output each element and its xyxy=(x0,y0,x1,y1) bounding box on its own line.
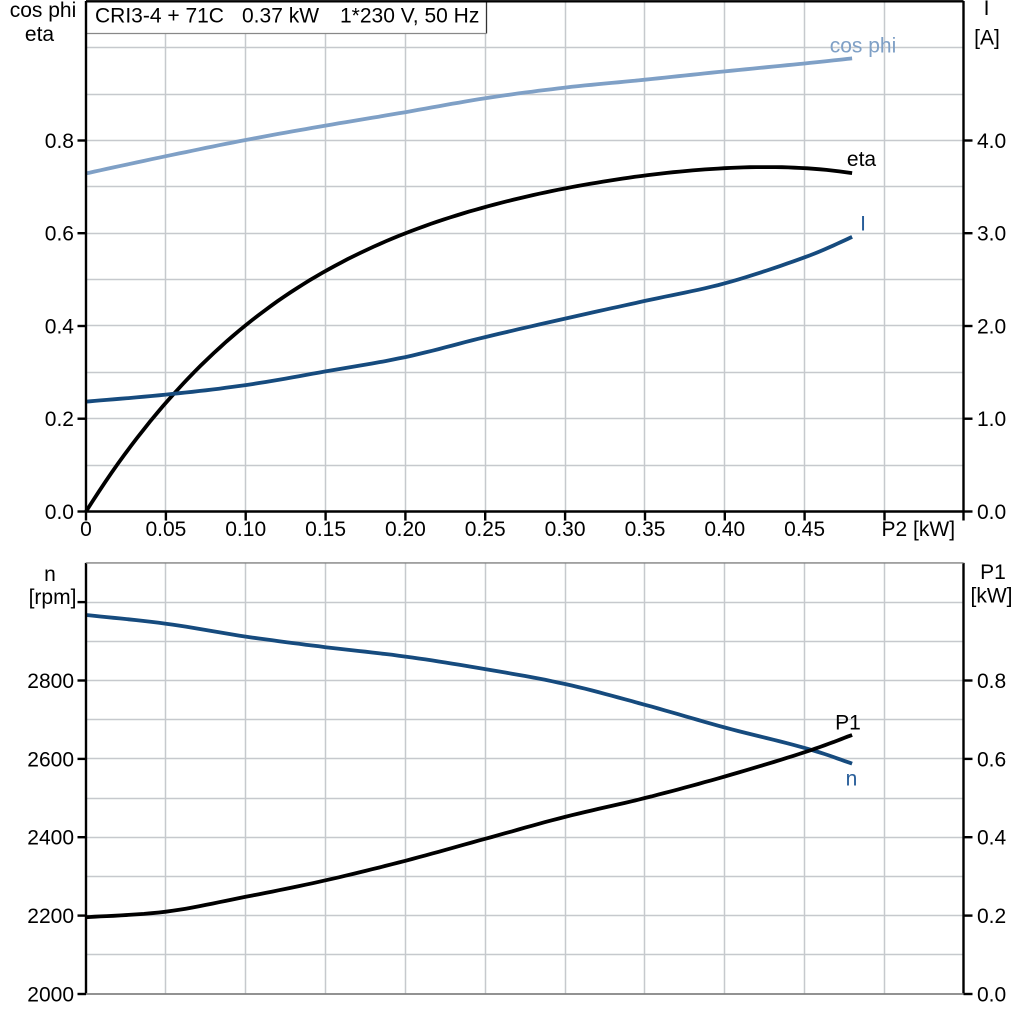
svg-text:0.10: 0.10 xyxy=(225,518,266,541)
svg-text:0.15: 0.15 xyxy=(305,518,346,541)
svg-text:2400: 2400 xyxy=(27,827,74,850)
svg-text:P1: P1 xyxy=(835,712,861,735)
svg-text:n: n xyxy=(44,563,56,586)
svg-text:I: I xyxy=(860,213,866,236)
svg-text:P2 [kW]: P2 [kW] xyxy=(882,518,956,541)
svg-text:[A]: [A] xyxy=(974,27,1000,50)
svg-text:[rpm]: [rpm] xyxy=(29,586,77,609)
svg-text:2800: 2800 xyxy=(27,670,74,693)
svg-text:0.40: 0.40 xyxy=(704,518,745,541)
svg-text:3.0: 3.0 xyxy=(977,223,1006,246)
svg-text:CRI3-4 + 71C: CRI3-4 + 71C xyxy=(95,5,224,28)
svg-text:eta: eta xyxy=(847,148,877,171)
svg-text:0.4: 0.4 xyxy=(45,316,75,339)
svg-text:0.4: 0.4 xyxy=(977,827,1007,850)
svg-text:0.0: 0.0 xyxy=(977,984,1006,1007)
svg-text:0.45: 0.45 xyxy=(784,518,825,541)
svg-text:0.0: 0.0 xyxy=(45,501,74,524)
svg-text:0.25: 0.25 xyxy=(465,518,506,541)
svg-text:1.0: 1.0 xyxy=(977,408,1006,431)
svg-text:1*230 V, 50 Hz: 1*230 V, 50 Hz xyxy=(340,5,479,28)
svg-text:2.0: 2.0 xyxy=(977,316,1006,339)
svg-text:0.8: 0.8 xyxy=(977,670,1006,693)
svg-text:0: 0 xyxy=(80,518,92,541)
svg-text:0.2: 0.2 xyxy=(977,905,1006,928)
svg-text:P1: P1 xyxy=(980,561,1006,584)
svg-text:2000: 2000 xyxy=(27,984,74,1007)
svg-text:4.0: 4.0 xyxy=(977,130,1006,153)
svg-text:0.0: 0.0 xyxy=(977,501,1006,524)
svg-text:cos phi: cos phi xyxy=(830,35,897,58)
svg-text:0.20: 0.20 xyxy=(385,518,426,541)
svg-text:0.6: 0.6 xyxy=(977,748,1006,771)
svg-text:0.8: 0.8 xyxy=(45,130,74,153)
svg-text:0.6: 0.6 xyxy=(45,223,74,246)
svg-text:0.05: 0.05 xyxy=(145,518,186,541)
svg-text:0.30: 0.30 xyxy=(545,518,586,541)
svg-text:0.35: 0.35 xyxy=(625,518,666,541)
svg-text:n: n xyxy=(846,768,858,791)
svg-text:cos phi: cos phi xyxy=(10,0,77,22)
svg-text:0.37 kW: 0.37 kW xyxy=(242,5,319,28)
svg-text:2200: 2200 xyxy=(27,905,74,928)
svg-text:[kW]: [kW] xyxy=(971,585,1013,608)
svg-text:I: I xyxy=(984,0,990,20)
svg-text:0.2: 0.2 xyxy=(45,408,74,431)
svg-text:2600: 2600 xyxy=(27,748,74,771)
svg-text:eta: eta xyxy=(25,23,55,46)
